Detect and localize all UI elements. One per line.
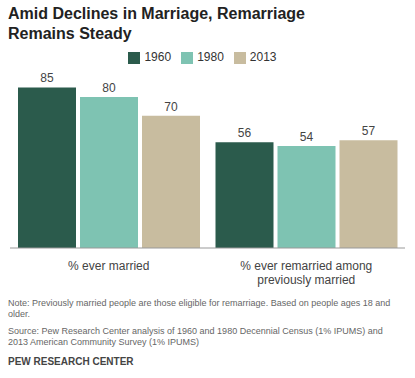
html-text:2013: 2013: [249, 50, 277, 64]
svg-text:85: 85: [40, 71, 54, 85]
html-text:Note: Previously married peopl: Note: Previously married people are thos…: [8, 298, 391, 319]
html-text:PEW RESEARCH CENTER: PEW RESEARCH CENTER: [8, 356, 134, 367]
svg-text:56: 56: [238, 126, 252, 140]
svg-text:% ever married: % ever married: [68, 259, 149, 273]
svg-text:70: 70: [164, 100, 178, 114]
html-text:Amid Declines in Marriage, Rem: Amid Declines in Marriage, Remarriage Re…: [8, 5, 305, 42]
svg-text:80: 80: [102, 81, 116, 95]
svg-text:57: 57: [362, 124, 376, 138]
svg-text:% ever remarried amongprevious: % ever remarried amongpreviously married: [240, 259, 372, 287]
svg-text:54: 54: [300, 130, 314, 144]
html-text:1980: 1980: [197, 50, 224, 64]
html-text:1960: 1960: [144, 50, 172, 64]
html-text:Source: Pew Research Center an: Source: Pew Research Center analysis of …: [8, 326, 383, 347]
